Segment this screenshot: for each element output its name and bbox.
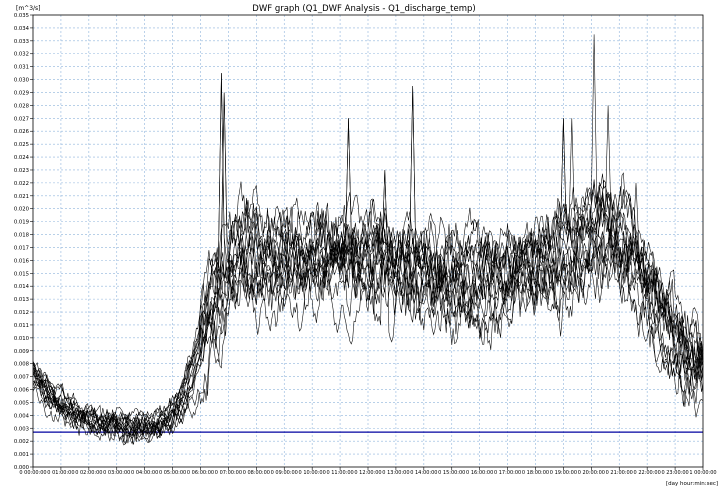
x-tick-label: 0 08:00:00 bbox=[243, 470, 270, 476]
axes: 0.000 0.001 0.002 0.003 0.004 0.005 0.006 0.007… bbox=[14, 13, 717, 476]
series-group bbox=[32, 34, 704, 446]
x-tick-label: 0 05:00:00 bbox=[159, 470, 186, 476]
series-line bbox=[32, 34, 704, 445]
y-axis-label: [m^3/s] bbox=[16, 5, 41, 12]
y-tick-label: 0.028 bbox=[14, 103, 30, 109]
y-tick-label: 0.025 bbox=[14, 142, 29, 148]
y-tick-label: 0.022 bbox=[14, 181, 29, 187]
x-axis-label: [day hour:min:sec] bbox=[666, 481, 718, 487]
series-line bbox=[32, 85, 704, 431]
series-line bbox=[32, 169, 704, 443]
y-tick-label: 0.030 bbox=[14, 78, 30, 84]
y-tick-label: 0.026 bbox=[14, 129, 30, 135]
y-tick-label: 0.004 bbox=[14, 413, 30, 419]
series-line bbox=[32, 73, 704, 433]
y-tick-label: 0.013 bbox=[14, 297, 29, 303]
x-tick-label: 0 18:00:00 bbox=[522, 470, 549, 476]
x-tick-label: 0 20:00:00 bbox=[578, 470, 605, 476]
x-tick-label: 0 16:00:00 bbox=[466, 470, 493, 476]
y-tick-label: 0.029 bbox=[14, 90, 29, 96]
series-line bbox=[32, 118, 704, 443]
x-tick-label: 0 00:00:00 bbox=[19, 470, 46, 476]
y-tick-label: 0.015 bbox=[14, 271, 29, 277]
y-tick-label: 0.000 bbox=[14, 465, 30, 471]
y-tick-label: 0.034 bbox=[14, 26, 30, 32]
x-tick-label: 0 02:00:00 bbox=[75, 470, 102, 476]
x-tick-label: 0 15:00:00 bbox=[438, 470, 465, 476]
y-tick-label: 0.014 bbox=[14, 284, 30, 290]
y-tick-label: 0.031 bbox=[14, 65, 29, 71]
x-tick-label: 0 10:00:00 bbox=[299, 470, 326, 476]
series-line bbox=[32, 169, 704, 444]
y-tick-label: 0.012 bbox=[14, 310, 29, 316]
y-tick-label: 0.001 bbox=[14, 452, 29, 458]
x-tick-label: 0 09:00:00 bbox=[271, 470, 298, 476]
y-tick-label: 0.005 bbox=[14, 400, 29, 406]
series-line bbox=[33, 118, 704, 446]
y-tick-label: 0.007 bbox=[14, 375, 29, 381]
y-tick-label: 0.011 bbox=[14, 323, 29, 329]
x-tick-label: 1 00:00:00 bbox=[689, 470, 716, 476]
y-tick-label: 0.017 bbox=[14, 245, 29, 251]
y-tick-label: 0.019 bbox=[14, 220, 29, 226]
y-tick-label: 0.009 bbox=[14, 349, 29, 355]
x-tick-label: 0 01:00:00 bbox=[47, 470, 74, 476]
y-tick-label: 0.035 bbox=[14, 13, 29, 19]
x-tick-label: 0 14:00:00 bbox=[410, 470, 437, 476]
y-tick-label: 0.021 bbox=[14, 194, 29, 200]
y-tick-label: 0.010 bbox=[14, 336, 30, 342]
y-tick-label: 0.024 bbox=[14, 155, 30, 161]
y-tick-label: 0.027 bbox=[14, 116, 29, 122]
plot-frame bbox=[32, 14, 704, 468]
x-tick-label: 0 13:00:00 bbox=[382, 470, 409, 476]
y-tick-label: 0.033 bbox=[14, 39, 29, 45]
series-line bbox=[32, 105, 704, 437]
x-tick-label: 0 12:00:00 bbox=[354, 470, 381, 476]
y-tick-label: 0.016 bbox=[14, 258, 30, 264]
y-tick-label: 0.023 bbox=[14, 168, 29, 174]
x-tick-label: 0 03:00:00 bbox=[103, 470, 130, 476]
y-tick-label: 0.008 bbox=[14, 362, 30, 368]
series-line bbox=[32, 85, 704, 445]
y-tick-label: 0.018 bbox=[14, 233, 30, 239]
x-tick-label: 0 21:00:00 bbox=[606, 470, 633, 476]
y-tick-label: 0.003 bbox=[14, 426, 29, 432]
y-tick-label: 0.002 bbox=[14, 439, 29, 445]
x-tick-label: 0 19:00:00 bbox=[550, 470, 577, 476]
series-line bbox=[32, 118, 704, 436]
x-tick-label: 0 11:00:00 bbox=[326, 470, 353, 476]
y-tick-label: 0.032 bbox=[14, 52, 29, 58]
y-tick-label: 0.020 bbox=[14, 207, 30, 213]
x-tick-label: 0 04:00:00 bbox=[131, 470, 158, 476]
x-tick-label: 0 22:00:00 bbox=[634, 470, 661, 476]
chart-title: DWF graph (Q1_DWF Analysis - Q1_discharg… bbox=[252, 4, 475, 14]
x-tick-label: 0 23:00:00 bbox=[661, 470, 688, 476]
x-tick-label: 0 07:00:00 bbox=[215, 470, 242, 476]
x-tick-label: 0 06:00:00 bbox=[187, 470, 214, 476]
x-tick-label: 0 17:00:00 bbox=[494, 470, 521, 476]
y-tick-label: 0.006 bbox=[14, 388, 30, 394]
